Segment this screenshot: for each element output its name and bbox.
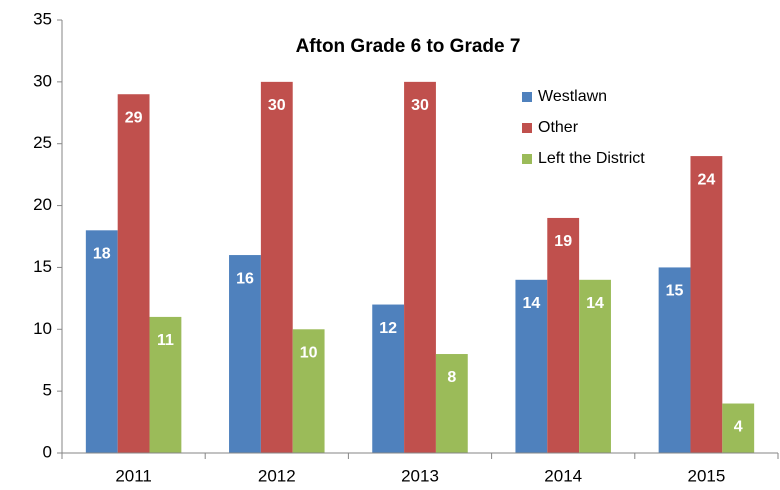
y-tick-label: 10 [33, 319, 52, 338]
value-label: 12 [379, 320, 397, 337]
y-tick-label: 30 [33, 71, 52, 90]
x-tick-label: 2014 [544, 466, 582, 485]
value-label: 29 [125, 109, 143, 126]
x-tick-label: 2013 [401, 466, 439, 485]
value-label: 18 [93, 246, 111, 263]
value-label: 11 [157, 332, 174, 349]
value-label: 30 [268, 97, 286, 114]
value-label: 4 [734, 419, 743, 436]
bar [547, 217, 580, 453]
value-label: 14 [586, 295, 604, 312]
legend-label: Left the District [538, 150, 645, 167]
y-tick-label: 20 [33, 195, 52, 214]
y-tick-label: 15 [33, 257, 52, 276]
bar [690, 156, 723, 454]
bar [117, 94, 150, 453]
value-label: 8 [447, 369, 456, 386]
bar [260, 81, 293, 453]
x-tick-label: 2011 [115, 466, 152, 485]
x-tick-label: 2015 [687, 466, 725, 485]
bar [515, 279, 548, 453]
value-label: 16 [236, 270, 254, 287]
bar [658, 267, 691, 453]
bar [372, 304, 405, 453]
bar [722, 403, 755, 453]
y-tick-label: 0 [43, 442, 52, 461]
bar [292, 329, 325, 453]
legend-label: Westlawn [538, 88, 607, 105]
y-tick-label: 35 [33, 9, 52, 28]
value-label: 10 [300, 345, 318, 362]
y-tick-label: 5 [43, 381, 52, 400]
x-tick-label: 2012 [258, 466, 296, 485]
value-label: 15 [666, 283, 684, 300]
bar [435, 354, 468, 453]
legend-label: Other [538, 119, 579, 136]
bar [149, 316, 182, 453]
bar [579, 279, 611, 453]
legend-swatch [522, 123, 532, 133]
value-label: 30 [411, 97, 429, 114]
chart-title: Afton Grade 6 to Grade 7 [296, 36, 521, 57]
legend-swatch [522, 92, 532, 102]
bar [85, 230, 118, 453]
value-label: 24 [698, 171, 716, 188]
bar [229, 255, 261, 453]
bar [404, 81, 436, 453]
y-tick-label: 25 [33, 133, 52, 152]
legend-swatch [522, 154, 532, 164]
value-label: 14 [522, 295, 540, 312]
value-label: 19 [554, 233, 572, 250]
